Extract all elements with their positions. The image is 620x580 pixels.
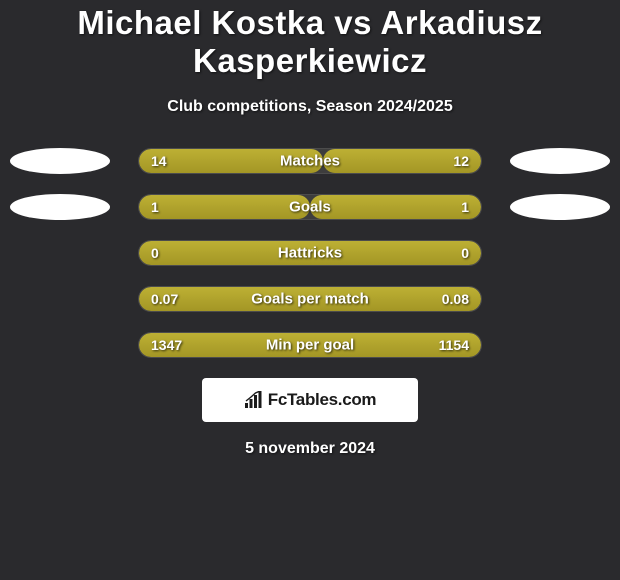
stat-row: 1347 1154 Min per goal (0, 332, 620, 358)
stat-bar: 1 1 Goals (138, 194, 482, 220)
stat-label: Matches (280, 153, 340, 170)
player-oval-left (10, 194, 110, 220)
stat-label: Min per goal (266, 337, 354, 354)
stat-value-right: 0.08 (442, 291, 469, 307)
bar-right-fill (310, 195, 481, 219)
stat-row: 0.07 0.08 Goals per match (0, 286, 620, 312)
bar-left-fill (139, 195, 310, 219)
stat-label: Goals per match (251, 291, 369, 308)
comparison-subtitle: Club competitions, Season 2024/2025 (0, 98, 620, 116)
stat-bar: 1347 1154 Min per goal (138, 332, 482, 358)
stat-value-left: 1 (151, 199, 159, 215)
chart-icon (244, 391, 264, 409)
date-text: 5 november 2024 (0, 440, 620, 458)
stat-row: 0 0 Hattricks (0, 240, 620, 266)
brand-box: FcTables.com (202, 378, 418, 422)
stat-value-left: 14 (151, 153, 167, 169)
stat-value-right: 0 (461, 245, 469, 261)
stat-bar: 14 12 Matches (138, 148, 482, 174)
stat-value-right: 12 (453, 153, 469, 169)
stat-label: Hattricks (278, 245, 342, 262)
stat-value-right: 1154 (439, 337, 469, 353)
player-oval-left (10, 148, 110, 174)
stat-value-right: 1 (461, 199, 469, 215)
player-oval-right (510, 194, 610, 220)
stat-value-left: 1347 (151, 337, 182, 353)
player-oval-right (510, 148, 610, 174)
brand-text: FcTables.com (268, 390, 377, 410)
stat-rows: 14 12 Matches 1 1 Goals 0 0 Hattricks 0.07 0.08 Goa… (0, 148, 620, 358)
stat-bar: 0.07 0.08 Goals per match (138, 286, 482, 312)
stat-value-left: 0.07 (151, 291, 178, 307)
stat-row: 1 1 Goals (0, 194, 620, 220)
stat-value-left: 0 (151, 245, 159, 261)
stat-label: Goals (289, 199, 331, 216)
comparison-title: Michael Kostka vs Arkadiusz Kasperkiewic… (0, 4, 620, 80)
stat-bar: 0 0 Hattricks (138, 240, 482, 266)
stat-row: 14 12 Matches (0, 148, 620, 174)
